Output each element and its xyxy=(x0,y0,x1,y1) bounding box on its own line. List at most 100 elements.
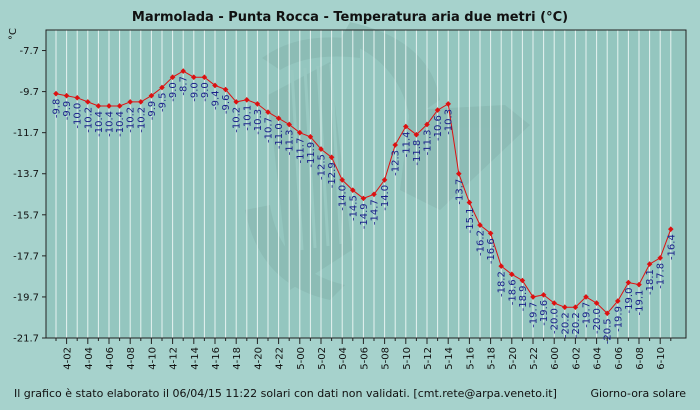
data-label: -18.1 xyxy=(645,269,656,295)
data-label: -11.7 xyxy=(295,138,306,164)
y-tick-label: -11.7 xyxy=(13,128,39,139)
x-tick-label: 5-14 xyxy=(444,347,455,370)
data-point xyxy=(53,90,59,97)
data-point xyxy=(498,263,504,269)
x-tick-label: 4-22 xyxy=(275,347,286,370)
y-tick-label: -13.7 xyxy=(13,169,39,180)
data-label: -10.2 xyxy=(126,107,137,133)
data-label: -9.9 xyxy=(147,101,158,121)
data-label: -11.3 xyxy=(423,129,434,155)
x-tick-label: 5-12 xyxy=(423,347,434,370)
data-label: -16.6 xyxy=(486,238,497,264)
data-label: -10.4 xyxy=(115,111,126,137)
data-label: -12.9 xyxy=(327,162,338,188)
data-point xyxy=(593,300,600,306)
x-tick-label: 6-04 xyxy=(593,347,604,370)
data-point xyxy=(636,281,642,288)
data-label: -10.1 xyxy=(242,105,253,131)
data-point xyxy=(254,101,261,107)
data-label: -14.5 xyxy=(348,195,359,221)
data-label: -11.4 xyxy=(401,132,412,158)
data-label: -10.2 xyxy=(136,107,147,133)
data-label: -14.7 xyxy=(370,199,381,225)
x-tick-label: 5-22 xyxy=(529,347,540,370)
data-point xyxy=(551,300,557,306)
data-point xyxy=(434,107,441,113)
data-label: -18.2 xyxy=(497,271,508,297)
data-label: -10.4 xyxy=(94,111,105,137)
data-point xyxy=(233,99,239,105)
x-tick-label: 4-04 xyxy=(84,347,95,370)
data-label: -16.4 xyxy=(666,234,677,260)
data-label: -9.8 xyxy=(52,99,63,119)
data-label: -19.9 xyxy=(613,306,624,332)
x-tick-label: 5-00 xyxy=(296,347,307,370)
y-tick-label: -7.7 xyxy=(19,46,39,57)
x-tick-label: 4-18 xyxy=(232,347,243,370)
data-point xyxy=(307,133,314,140)
x-tick-label: 6-08 xyxy=(635,347,646,370)
data-point xyxy=(222,86,229,93)
data-label: -20.5 xyxy=(603,318,614,344)
data-label: -19.7 xyxy=(582,302,593,328)
data-label: -10.2 xyxy=(232,107,243,133)
data-label: -11.3 xyxy=(285,129,296,155)
data-point xyxy=(583,294,589,300)
data-label: -15.1 xyxy=(465,207,476,233)
x-tick-label: 4-06 xyxy=(105,347,116,370)
data-label: -10.7 xyxy=(264,117,275,143)
plot-area xyxy=(46,30,686,338)
data-label: -20.0 xyxy=(550,308,561,334)
data-point xyxy=(604,310,610,317)
data-point xyxy=(286,121,292,128)
data-point xyxy=(562,304,568,310)
data-point xyxy=(265,109,271,115)
data-point xyxy=(456,170,462,177)
x-tick-label: 4-10 xyxy=(147,347,158,370)
data-label: -11.9 xyxy=(306,142,317,168)
data-point xyxy=(339,177,345,183)
x-tick-label: 6-10 xyxy=(656,347,667,370)
data-point xyxy=(127,99,133,105)
data-label: -11.8 xyxy=(412,140,423,166)
x-tick-label: 6-00 xyxy=(550,347,561,370)
x-tick-label: 4-12 xyxy=(169,347,180,370)
data-label: -10.3 xyxy=(253,109,264,135)
data-point xyxy=(646,261,653,267)
data-label: -19.7 xyxy=(529,302,540,328)
data-label: -20.2 xyxy=(560,312,571,338)
data-point xyxy=(509,271,515,278)
data-label: -10.2 xyxy=(83,107,94,133)
y-tick-label: -9.7 xyxy=(19,87,39,98)
data-point xyxy=(657,255,663,261)
x-tick-label: 5-06 xyxy=(359,347,370,370)
data-point xyxy=(360,195,367,202)
x-tick-label: 4-02 xyxy=(63,347,74,370)
x-tick-label: 4-14 xyxy=(190,347,201,370)
data-point xyxy=(530,294,536,300)
data-point xyxy=(424,121,430,128)
x-axis-title: Giorno-ora solare xyxy=(590,387,686,400)
data-point xyxy=(381,177,388,183)
x-tick-label: 4-16 xyxy=(211,347,222,370)
data-label: -12.5 xyxy=(317,154,328,180)
data-point xyxy=(148,92,155,99)
data-label: -18.6 xyxy=(507,279,518,305)
x-tick-label: 5-04 xyxy=(338,347,349,370)
data-point xyxy=(244,97,250,103)
y-tick-label: -15.7 xyxy=(13,210,39,221)
data-label: -11.0 xyxy=(274,123,285,149)
data-label: -9.0 xyxy=(189,82,200,102)
x-tick-label: 5-10 xyxy=(402,347,413,370)
data-point xyxy=(85,99,91,105)
data-point xyxy=(615,298,621,304)
data-label: -9.6 xyxy=(221,95,232,115)
data-point xyxy=(201,74,208,81)
data-label: -10.4 xyxy=(105,111,116,137)
data-labels: -9.8 -9.9 -10.0 -10.2 -10.4 -10.4 -10.4 -10.2 -1… xyxy=(52,76,678,344)
x-tick-label: 4-08 xyxy=(126,347,137,370)
data-label: -9.9 xyxy=(62,101,73,121)
data-label: -18.9 xyxy=(518,286,529,312)
data-point xyxy=(275,115,282,122)
